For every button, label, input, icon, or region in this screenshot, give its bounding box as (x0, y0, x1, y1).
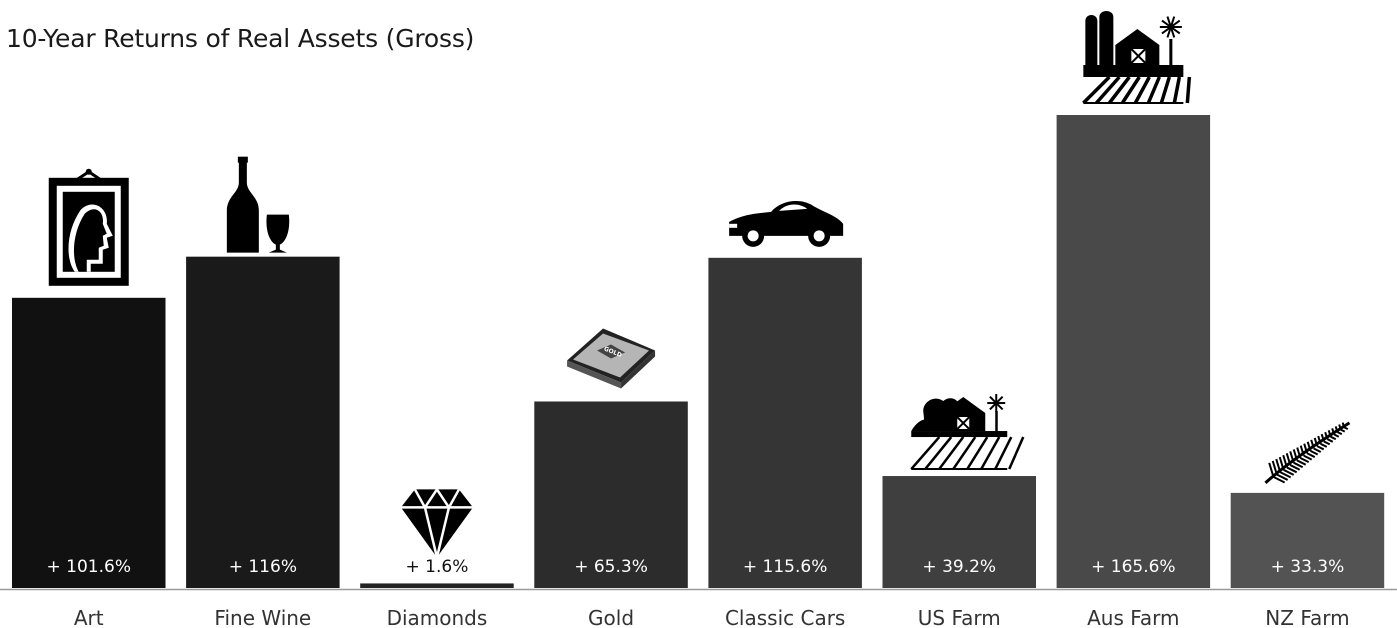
x-tick-label: Fine Wine (214, 606, 311, 628)
sports-car-icon (729, 201, 844, 247)
data-label: + 33.3% (1271, 557, 1345, 577)
wine-bottle-glass-icon (226, 156, 290, 253)
data-label: + 101.6% (47, 557, 131, 577)
data-label: + 1.6% (406, 557, 469, 577)
bar-classic-cars (708, 257, 862, 588)
diamond-icon (400, 487, 473, 558)
data-label: + 65.3% (574, 557, 648, 577)
x-tick-label: Classic Cars (725, 606, 845, 628)
bar-nz-farm (1230, 492, 1385, 588)
silver-fern-icon (1264, 421, 1351, 484)
farm-barn-icon (910, 394, 1025, 471)
portrait-frame-icon (48, 168, 129, 286)
chart-title: 10-Year Returns of Real Assets (Gross) (6, 24, 475, 53)
x-tick-label: Art (74, 606, 104, 628)
farm-barn-silo-icon (1082, 11, 1192, 105)
bar-fine-wine (186, 256, 340, 588)
bar-aus-farm (1056, 115, 1211, 588)
data-label: + 116% (229, 557, 297, 577)
bar-gold (534, 401, 688, 588)
data-label: + 165.6% (1091, 557, 1175, 577)
bar-us-farm (882, 476, 1036, 588)
x-tick-label: US Farm (918, 606, 1001, 628)
data-label: + 39.2% (922, 557, 996, 577)
gold-bar-icon: GOLD (567, 328, 656, 389)
x-tick-label: NZ Farm (1265, 606, 1349, 628)
x-tick-label: Diamonds (387, 606, 488, 628)
bar-art (12, 297, 166, 588)
data-label: + 115.6% (743, 557, 827, 577)
x-tick-label: Gold (588, 606, 634, 628)
bar-diamonds (360, 583, 514, 588)
x-tick-label: Aus Farm (1087, 606, 1179, 628)
